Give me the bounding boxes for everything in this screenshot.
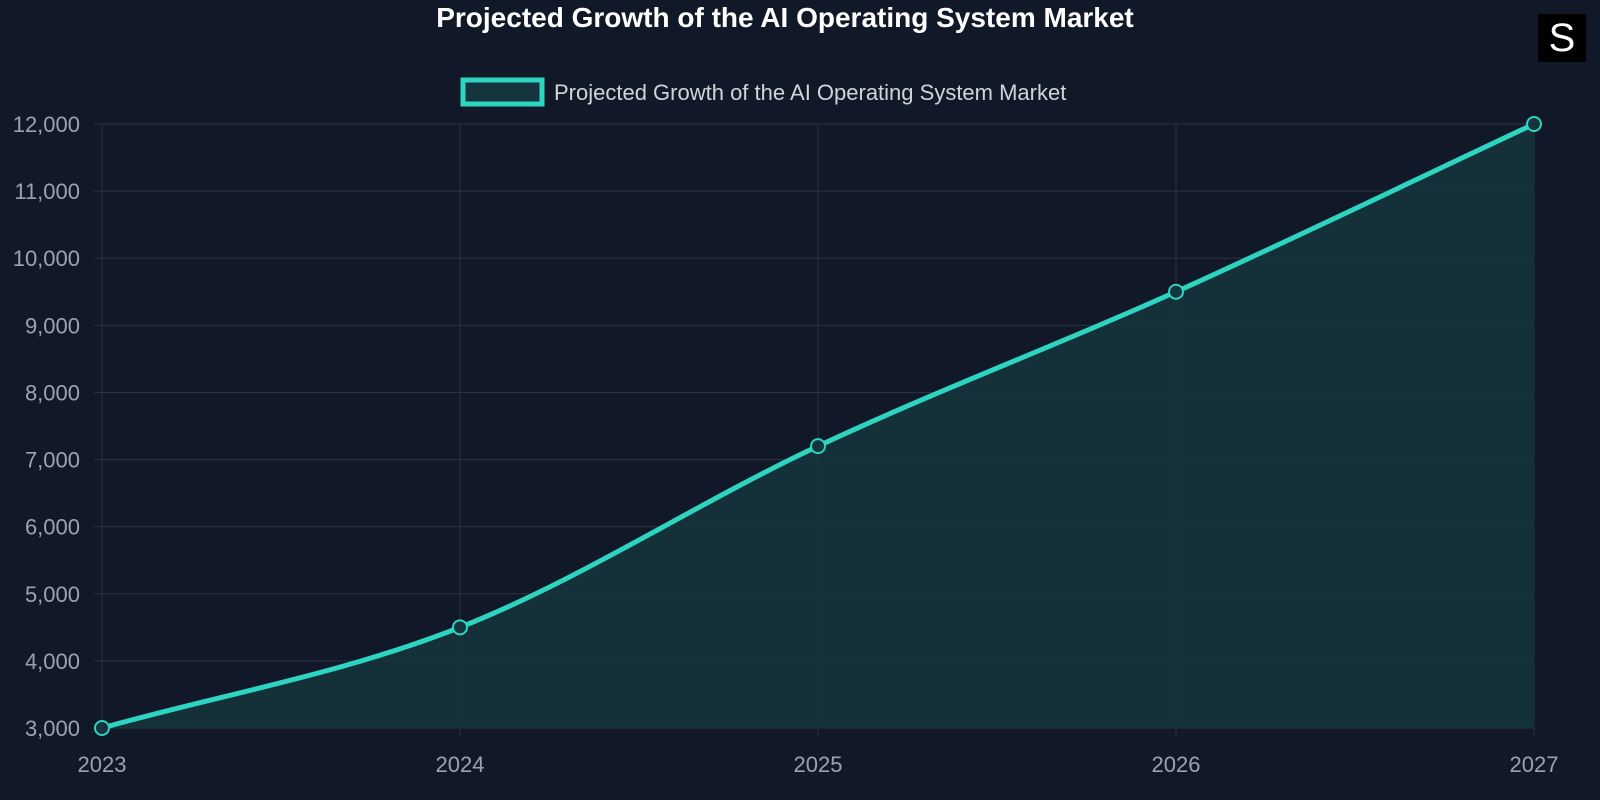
data-point	[94, 720, 110, 736]
y-tick-label: 11,000	[14, 179, 80, 204]
y-tick-label: 12,000	[13, 112, 80, 137]
x-tick-label: 2024	[436, 752, 485, 777]
y-tick-label: 6,000	[25, 515, 80, 540]
x-tick-label: 2023	[78, 752, 127, 777]
data-point	[1526, 116, 1542, 132]
data-point	[452, 619, 468, 636]
legend-swatch	[460, 77, 545, 107]
y-tick-label: 7,000	[25, 448, 80, 473]
y-tick-label: 8,000	[25, 380, 80, 405]
data-point	[810, 438, 826, 455]
y-tick-label: 3,000	[25, 716, 80, 741]
y-tick-label: 5,000	[25, 582, 80, 607]
legend-label: Projected Growth of the AI Operating Sys…	[554, 80, 1066, 105]
chart-title: Projected Growth of the AI Operating Sys…	[436, 2, 1134, 33]
y-tick-label: 9,000	[25, 313, 80, 338]
x-tick-label: 2027	[1510, 752, 1559, 777]
logo: S	[1538, 14, 1586, 62]
area-fill	[102, 124, 1534, 728]
x-tick-label: 2026	[1152, 752, 1201, 777]
y-tick-label: 10,000	[13, 246, 80, 271]
data-point	[1168, 283, 1184, 300]
y-tick-label: 4,000	[25, 649, 80, 674]
x-tick-label: 2025	[794, 752, 843, 777]
